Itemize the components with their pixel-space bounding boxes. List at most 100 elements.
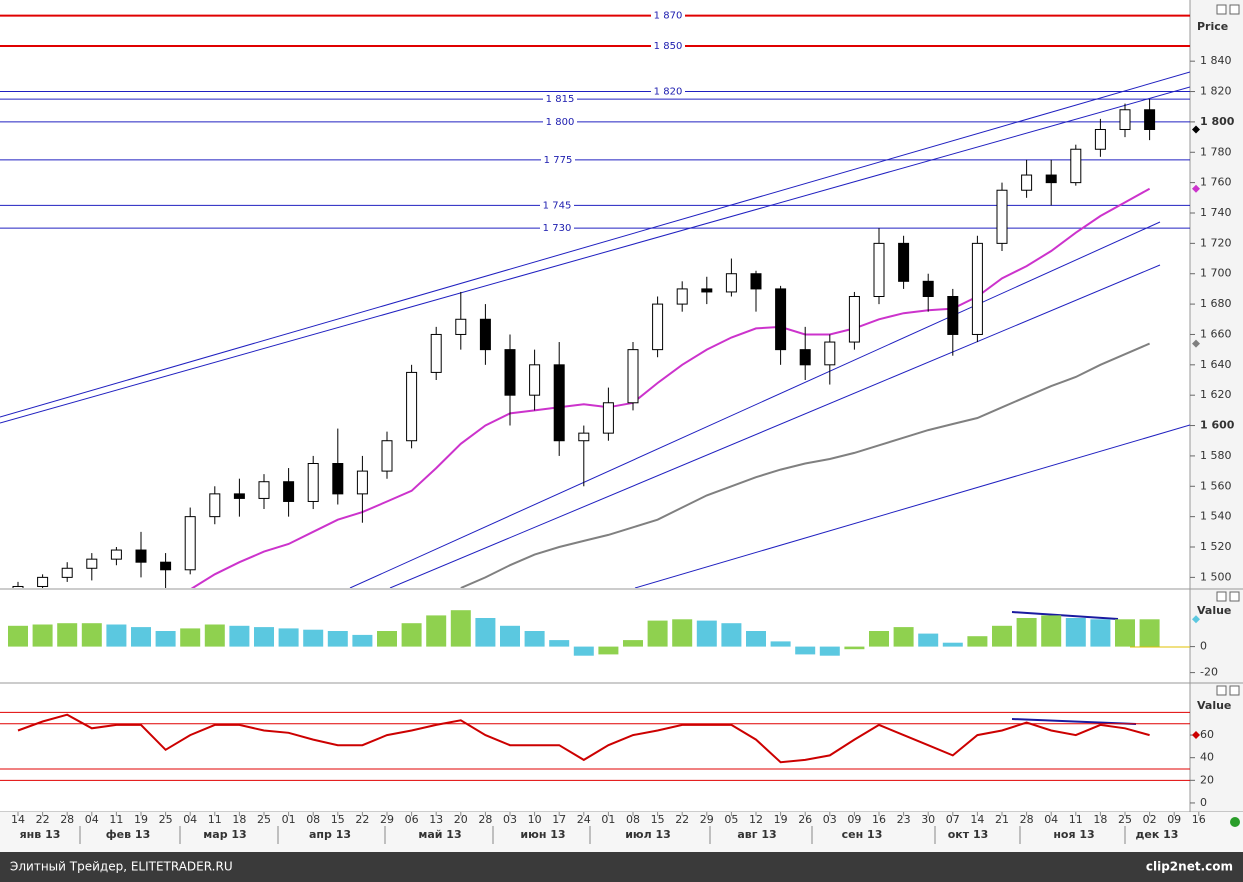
- candle-body: [873, 242, 885, 298]
- bar: [598, 646, 619, 655]
- candle-body: [12, 585, 24, 588]
- bar: [106, 624, 127, 647]
- x-tick-label: 04: [1044, 813, 1058, 826]
- bar: [254, 627, 274, 647]
- candle-body: [479, 318, 491, 351]
- month-label: июн 13: [520, 828, 565, 841]
- bar: [869, 631, 889, 647]
- candle-body: [701, 288, 713, 293]
- x-tick-label: 08: [306, 813, 320, 826]
- trend-line: [0, 86, 1190, 424]
- candle-body: [332, 463, 344, 495]
- y-tick-label: 1 760: [1200, 176, 1232, 189]
- month-label: мар 13: [203, 828, 246, 841]
- series-line: [17, 713, 1150, 764]
- price-panel: 1 870 1 850 1 820 1 815 1 800 1 775 1 745 1 730: [0, 9, 1190, 588]
- level-label-bg: [651, 39, 685, 52]
- candle-body: [799, 349, 811, 366]
- y-tick-label: 1 660: [1200, 327, 1232, 340]
- y-tick-label: 20: [1200, 773, 1214, 786]
- x-tick-label: 12: [749, 813, 763, 826]
- x-tick-label: 22: [355, 813, 369, 826]
- x-tick-label: 18: [1093, 813, 1107, 826]
- candle-body: [258, 481, 270, 499]
- x-tick-label: 15: [651, 813, 665, 826]
- bar: [500, 625, 520, 647]
- divergence-line: [1011, 718, 1137, 725]
- status-dot: [1230, 817, 1240, 827]
- level-label: 1 745: [543, 200, 572, 211]
- y-tick-label: 1 580: [1200, 449, 1232, 462]
- icon[interactable]: [1216, 591, 1227, 602]
- level-label: 1 775: [544, 155, 573, 166]
- bar: [1041, 615, 1062, 647]
- x-tick-label: 25: [159, 813, 173, 826]
- current-value-marker: [1192, 339, 1200, 348]
- x-tick-label: 23: [897, 813, 911, 826]
- y-tick-label: 0: [1200, 796, 1207, 809]
- candle-body: [283, 481, 295, 502]
- bar: [992, 625, 1012, 647]
- bar: [229, 625, 250, 647]
- candle-body: [381, 440, 393, 472]
- bar: [942, 642, 963, 647]
- footer-right[interactable]: clip2net.com: [1146, 860, 1233, 874]
- bar: [672, 619, 693, 647]
- x-tick-label: 06: [405, 813, 419, 826]
- rsi-panel: [0, 711, 1190, 781]
- candle-body: [1144, 109, 1156, 130]
- bar: [81, 623, 102, 647]
- month-label: май 13: [418, 828, 461, 841]
- bar: [844, 646, 865, 650]
- x-tick-label: 26: [798, 813, 812, 826]
- y-tick-label: 1 540: [1200, 510, 1232, 523]
- candle-body: [947, 296, 959, 335]
- bar: [573, 646, 594, 656]
- y-tick-label: 60: [1200, 728, 1214, 741]
- candle-body: [676, 288, 688, 305]
- level-label: 1 820: [654, 87, 683, 98]
- icon[interactable]: [1229, 685, 1240, 696]
- level-label: 1 870: [654, 11, 683, 22]
- y-tick-label: 1 720: [1200, 236, 1232, 249]
- month-label: дек 13: [1136, 828, 1179, 841]
- x-tick-label: 17: [552, 813, 566, 826]
- y-axis-label: Value: [1197, 699, 1231, 712]
- y-tick-label: 1 640: [1200, 358, 1232, 371]
- level-label-bg: [541, 153, 575, 166]
- bar: [303, 629, 324, 647]
- candle-body: [86, 558, 98, 569]
- bar: [8, 625, 28, 647]
- icon[interactable]: [1216, 4, 1227, 15]
- month-label: янв 13: [20, 828, 61, 841]
- x-tick-label: 19: [134, 813, 148, 826]
- candle-body: [1070, 148, 1082, 184]
- x-tick-label: 30: [921, 813, 935, 826]
- bar: [1115, 619, 1135, 647]
- y-tick-label: 1 620: [1200, 388, 1232, 401]
- icon[interactable]: [1229, 4, 1240, 15]
- trend-line: [389, 264, 1161, 588]
- icon[interactable]: [1229, 591, 1240, 602]
- x-tick-label: 07: [946, 813, 960, 826]
- month-label: окт 13: [948, 828, 989, 841]
- y-tick-label: 1 780: [1200, 145, 1232, 158]
- footer-left: Элитный Трейдер, ELITETRADER.RU: [10, 860, 233, 874]
- bar: [795, 646, 816, 655]
- x-tick-label: 24: [577, 813, 591, 826]
- x-tick-label: 01: [601, 813, 615, 826]
- y-tick-label: 1 500: [1200, 570, 1232, 583]
- candle-body: [775, 288, 787, 351]
- y-axis-label: Value: [1197, 604, 1231, 617]
- bar: [426, 615, 447, 647]
- icon[interactable]: [1216, 685, 1227, 696]
- y-tick-label: 1 600: [1200, 419, 1235, 432]
- bar: [1139, 619, 1160, 647]
- trend-line: [634, 424, 1190, 588]
- x-tick-label: 10: [528, 813, 542, 826]
- level-label-bg: [540, 199, 574, 212]
- divergence-line: [1011, 611, 1119, 620]
- candle-body: [602, 402, 614, 434]
